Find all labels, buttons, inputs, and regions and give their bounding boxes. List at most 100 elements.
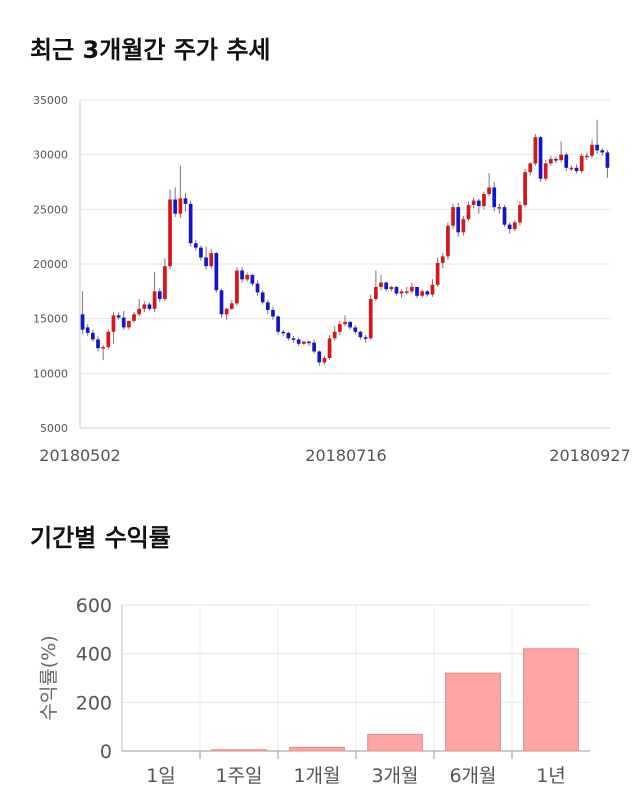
candle-up bbox=[379, 282, 383, 287]
return-bar bbox=[523, 648, 579, 752]
candle-down bbox=[204, 257, 208, 267]
candle-down bbox=[394, 286, 399, 294]
candle-up bbox=[137, 308, 142, 315]
candle-up bbox=[224, 308, 229, 315]
y-tick-label: 20000 bbox=[33, 258, 68, 271]
candle-down bbox=[260, 292, 265, 303]
x-tick-label: 1년 bbox=[536, 765, 566, 787]
candle-down bbox=[348, 321, 352, 328]
candle-down bbox=[265, 302, 270, 310]
candle-up bbox=[389, 286, 394, 290]
y-tick-label: 15000 bbox=[33, 313, 68, 326]
candle-up bbox=[584, 155, 589, 158]
candle-down bbox=[147, 304, 152, 309]
candle-up bbox=[142, 304, 147, 309]
candle-down bbox=[121, 317, 126, 328]
price-chart-title: 최근 3개월간 주가 추세 bbox=[30, 36, 271, 64]
x-tick-label: 1일 bbox=[146, 765, 176, 787]
candle-up bbox=[410, 286, 414, 292]
candle-down bbox=[240, 270, 244, 280]
candle-up bbox=[111, 315, 116, 332]
return-bar bbox=[367, 733, 423, 752]
y-tick-label: 10000 bbox=[33, 367, 68, 380]
candle-up bbox=[451, 207, 455, 226]
candle-up bbox=[466, 204, 471, 220]
candle-down bbox=[173, 199, 178, 214]
candle-down bbox=[96, 339, 100, 349]
candle-down bbox=[286, 332, 291, 339]
candle-down bbox=[317, 351, 322, 363]
candle-down bbox=[476, 200, 481, 207]
y-tick-label: 0 bbox=[100, 741, 112, 763]
x-tick-label: 6개월 bbox=[449, 765, 496, 787]
candle-up bbox=[435, 262, 440, 285]
candle-down bbox=[80, 314, 85, 330]
candle-up bbox=[301, 341, 306, 344]
candle-up bbox=[106, 331, 111, 348]
candle-up bbox=[127, 320, 131, 328]
candle-down bbox=[219, 290, 224, 315]
candle-up bbox=[487, 187, 491, 195]
candle-up bbox=[178, 198, 183, 214]
y-tick-label: 600 bbox=[76, 595, 112, 617]
candle-down bbox=[456, 207, 461, 233]
candle-down bbox=[564, 154, 569, 168]
candle-up bbox=[569, 167, 574, 170]
candle-up bbox=[482, 194, 486, 207]
candle-up bbox=[168, 199, 172, 267]
candle-down bbox=[538, 137, 543, 179]
x-tick-label: 3개월 bbox=[371, 765, 418, 787]
candle-down bbox=[271, 309, 275, 317]
candle-up bbox=[446, 225, 450, 257]
x-tick-label: 20180927 bbox=[549, 446, 630, 465]
candle-down bbox=[384, 282, 389, 290]
candle-up bbox=[338, 324, 342, 332]
candle-up bbox=[374, 286, 378, 299]
candle-up bbox=[132, 314, 136, 321]
y-axis-label: 수익률(%) bbox=[38, 635, 60, 720]
candle-up bbox=[152, 291, 157, 309]
x-tick-label: 1개월 bbox=[293, 765, 340, 787]
candle-down bbox=[291, 338, 296, 340]
candle-up bbox=[245, 274, 250, 280]
candle-down bbox=[502, 207, 507, 225]
y-tick-label: 200 bbox=[76, 692, 112, 714]
candle-up bbox=[590, 144, 594, 156]
candle-up bbox=[471, 200, 476, 205]
candle-up bbox=[518, 204, 522, 223]
candle-down bbox=[425, 291, 430, 295]
candle-down bbox=[116, 315, 121, 318]
return-bar bbox=[211, 749, 267, 752]
candle-up bbox=[440, 256, 445, 263]
candle-down bbox=[157, 291, 162, 299]
candle-down bbox=[554, 159, 558, 161]
y-tick-label: 30000 bbox=[33, 149, 68, 162]
candle-down bbox=[492, 187, 497, 208]
candle-down bbox=[312, 342, 316, 352]
candle-up bbox=[497, 207, 502, 209]
candle-up bbox=[430, 284, 435, 295]
candle-down bbox=[193, 243, 198, 248]
y-tick-label: 25000 bbox=[33, 203, 68, 216]
candle-up bbox=[559, 154, 563, 161]
candle-up bbox=[533, 137, 538, 164]
candle-down bbox=[605, 152, 610, 168]
candle-down bbox=[363, 337, 368, 339]
x-tick-label: 20180716 bbox=[305, 446, 386, 465]
candle-up bbox=[543, 163, 548, 179]
candle-up bbox=[404, 291, 409, 293]
candle-down bbox=[358, 331, 363, 338]
candle-down bbox=[250, 274, 255, 284]
candle-up bbox=[399, 291, 404, 294]
candle-up bbox=[343, 321, 347, 325]
candle-down bbox=[415, 286, 419, 296]
y-tick-label: 35000 bbox=[33, 94, 68, 107]
candle-down bbox=[188, 203, 193, 244]
candle-up bbox=[327, 338, 332, 359]
y-tick-label: 5000 bbox=[40, 422, 68, 435]
candle-down bbox=[595, 144, 599, 151]
candle-down bbox=[507, 224, 512, 230]
candle-down bbox=[307, 341, 311, 344]
candle-down bbox=[574, 167, 579, 172]
candle-up bbox=[579, 155, 584, 172]
